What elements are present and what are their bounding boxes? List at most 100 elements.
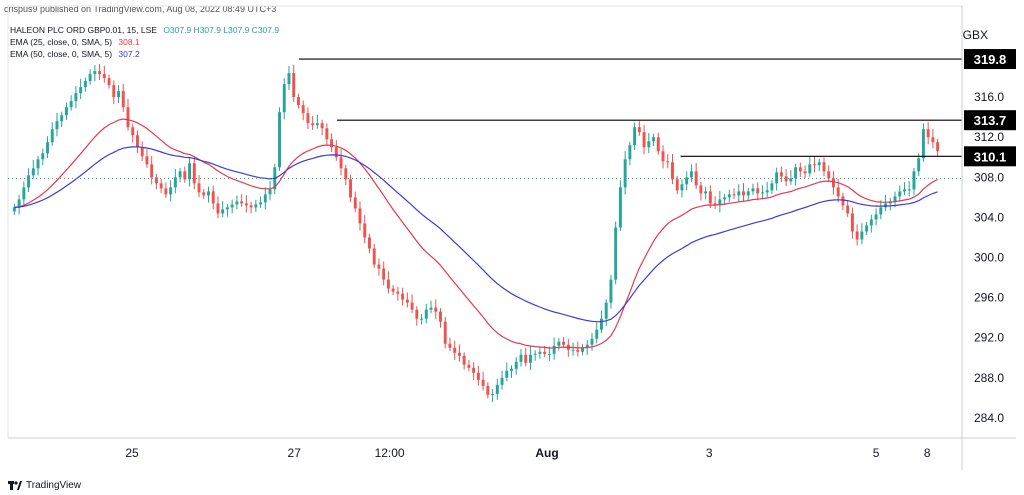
candle-body — [803, 171, 807, 174]
y-tick-label: 292.0 — [974, 331, 1004, 345]
candle-body — [263, 194, 267, 203]
candle-body — [647, 141, 651, 148]
candle-body — [225, 207, 229, 210]
candles — [12, 63, 940, 403]
candle-body — [600, 318, 603, 330]
candle-body — [524, 354, 528, 363]
x-tick-label: 27 — [288, 446, 302, 460]
candle-body — [159, 183, 163, 189]
candle-body — [254, 204, 258, 208]
candle-body — [136, 135, 139, 148]
legend-ema25-row[interactable]: EMA (25, close, 0, SMA, 5) 308.1 — [10, 36, 279, 48]
candle-body — [898, 191, 902, 197]
candle-body — [614, 227, 618, 280]
candle-body — [46, 142, 49, 154]
candle-body — [330, 139, 334, 148]
candle-body — [240, 201, 244, 204]
candle-body — [121, 91, 125, 108]
candle-body — [642, 132, 646, 148]
publisher-line: crispus9 published on TradingView.com, A… — [4, 4, 277, 14]
candle-body — [268, 189, 272, 195]
y-tick-label: 316.0 — [974, 90, 1004, 104]
candle-body — [742, 191, 745, 196]
grid — [7, 5, 963, 439]
candle-body — [912, 171, 916, 190]
candle-body — [491, 393, 495, 395]
candle-body — [547, 353, 551, 355]
candle-body — [514, 361, 518, 369]
footer-brand-label: TradingView — [26, 480, 82, 491]
candle-body — [145, 156, 149, 165]
candle-body — [888, 201, 892, 204]
candle-body — [505, 370, 509, 378]
candle-body — [259, 202, 263, 205]
legend-ema25-value: 308.1 — [118, 37, 140, 47]
candle-body — [443, 321, 447, 344]
candle-body — [439, 311, 442, 322]
candle-body — [637, 127, 641, 133]
candle-body — [481, 379, 485, 386]
candle-body — [434, 307, 438, 312]
candle-body — [36, 159, 40, 169]
candle-body — [770, 183, 774, 191]
ema25-line — [14, 118, 938, 349]
candle-body — [562, 341, 566, 345]
candle-body — [623, 159, 627, 188]
candle-body — [822, 162, 826, 172]
legend-ema50-row[interactable]: EMA (50, close, 0, SMA, 5) 307.2 — [10, 48, 279, 60]
candle-body — [188, 163, 192, 180]
candle-body — [55, 121, 59, 130]
candle-body — [467, 364, 471, 368]
x-tick-label: 5 — [873, 446, 880, 460]
candle-body — [315, 123, 319, 126]
candle-body — [41, 153, 45, 160]
candle-body — [841, 196, 845, 206]
candle-body — [207, 191, 210, 196]
y-tick-label: 288.0 — [974, 371, 1004, 385]
candle-body — [694, 171, 698, 186]
candle-body — [907, 189, 911, 191]
candle-body — [737, 191, 741, 196]
level-label-box — [964, 110, 1016, 131]
candle-body — [88, 74, 92, 82]
candle-body — [424, 309, 428, 319]
candle-body — [396, 291, 400, 294]
tradingview-logo-icon — [8, 481, 22, 490]
candle-body — [618, 187, 622, 228]
candle-body — [363, 223, 367, 238]
candle-body — [249, 205, 253, 208]
candle-body — [675, 179, 679, 191]
candle-body — [699, 185, 703, 194]
candle-body — [500, 377, 504, 385]
plot-border — [7, 5, 963, 439]
candle-body — [713, 203, 717, 206]
candle-body — [197, 183, 201, 193]
candle-body — [656, 137, 660, 152]
candle-body — [936, 142, 940, 152]
level-label: 310.1 — [974, 149, 1007, 164]
candle-body — [368, 237, 371, 249]
candle-body — [832, 178, 835, 188]
candle-body — [282, 84, 286, 113]
candle-body — [732, 194, 736, 196]
level-label-box — [964, 49, 1016, 70]
candle-body — [789, 178, 793, 182]
candle-body — [921, 129, 925, 159]
y-tick-label: 284.0 — [974, 411, 1004, 425]
candle-body — [112, 85, 116, 98]
candle-body — [211, 191, 215, 204]
candle-body — [581, 347, 584, 352]
candle-body — [169, 187, 173, 195]
candle-body — [31, 168, 35, 176]
candle-body — [202, 192, 206, 196]
candle-body — [22, 187, 26, 200]
footer-brand[interactable]: TradingView — [8, 480, 81, 491]
candle-body — [495, 384, 499, 394]
candle-body — [131, 127, 135, 136]
candle-body — [519, 354, 523, 362]
candle-body — [457, 352, 461, 356]
candle-body — [860, 231, 864, 240]
candle-body — [604, 302, 608, 319]
